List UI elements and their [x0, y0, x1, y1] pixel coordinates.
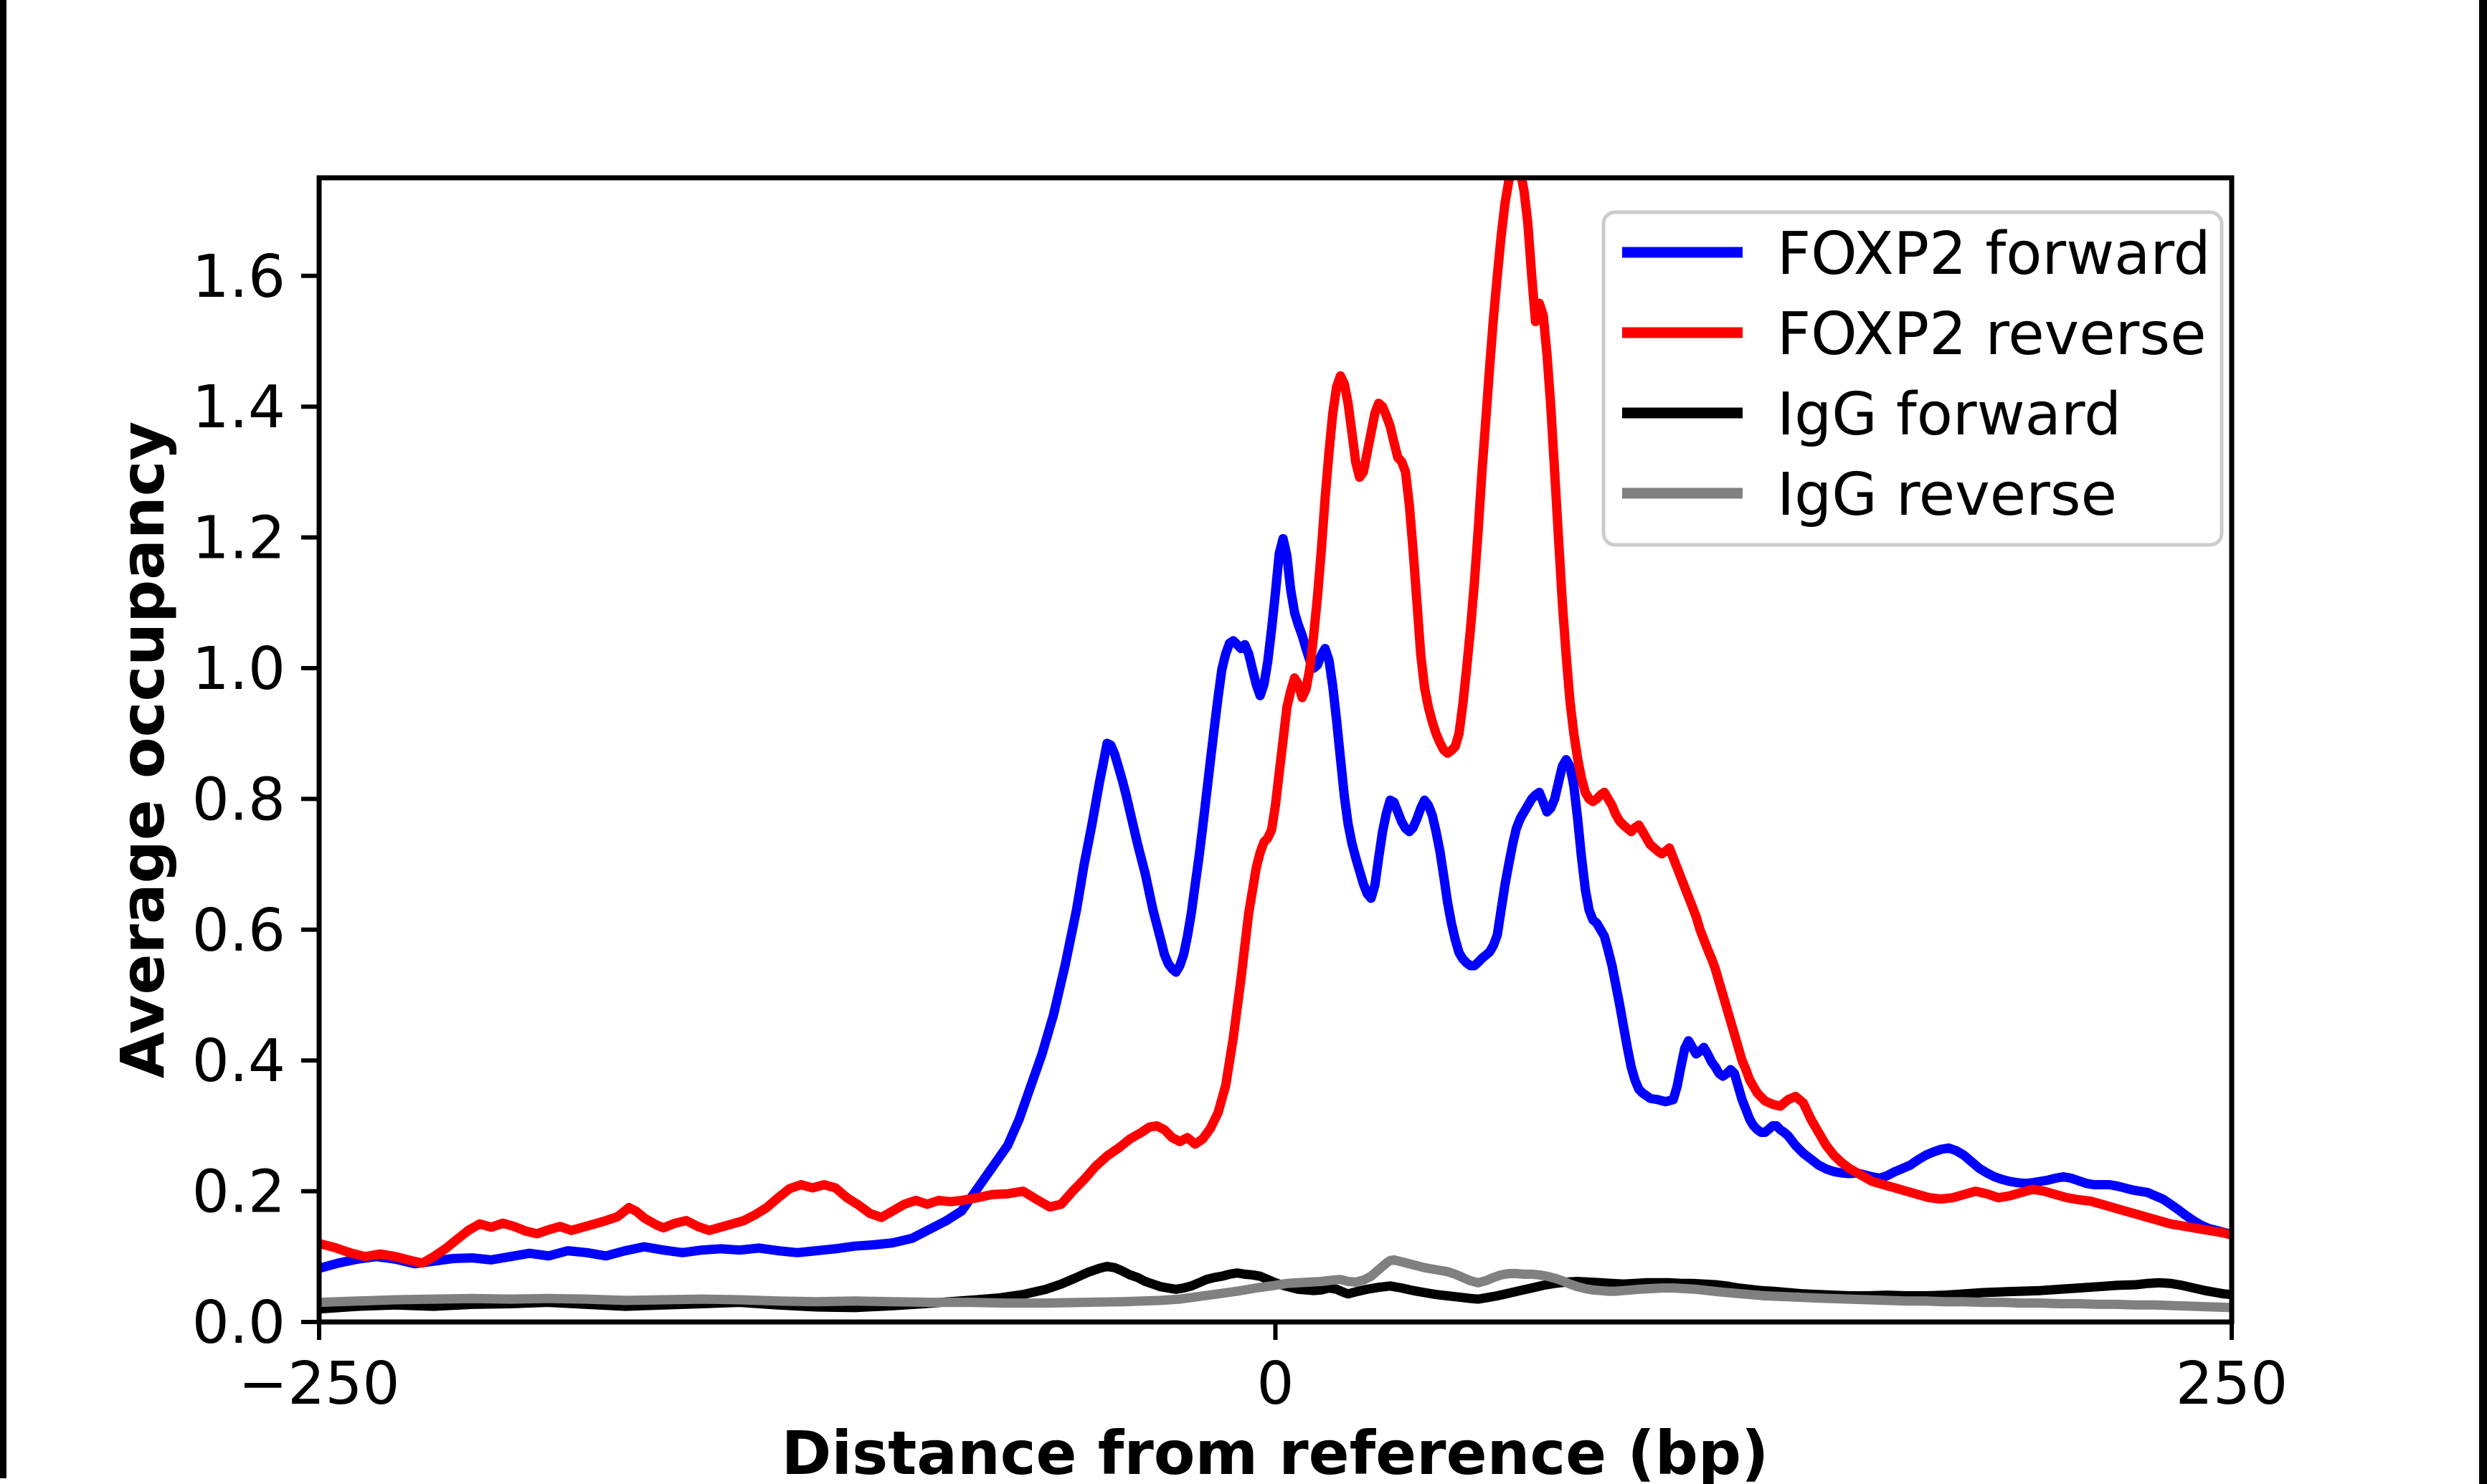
- legend-item: FOXP2 forward: [1622, 220, 2211, 288]
- legend-item: FOXP2 reverse: [1622, 300, 2207, 368]
- legend-item: IgG forward: [1622, 381, 2121, 449]
- series-line-foxp2-reverse: [319, 178, 2232, 1268]
- series-line-igg-reverse: [319, 1255, 2232, 1313]
- y-tick-label: 1.6: [192, 243, 285, 311]
- series-line-foxp2-forward: [319, 533, 2232, 1273]
- y-tick-label: 0.0: [192, 1289, 285, 1357]
- legend-item-label: FOXP2 reverse: [1777, 300, 2207, 368]
- y-tick-label: 0.2: [192, 1159, 285, 1227]
- x-tick-label: 0: [1256, 1350, 1294, 1418]
- y-tick-label: 0.4: [192, 1027, 285, 1095]
- y-tick-label: 1.4: [192, 374, 285, 442]
- legend: FOXP2 forward FOXP2 reverse IgG forward IgG…: [1601, 210, 2224, 547]
- y-tick-label: 1.2: [192, 505, 285, 573]
- y-tick-label: 1.0: [192, 635, 285, 703]
- x-tick-label: 250: [2176, 1350, 2288, 1418]
- plot-series: [319, 178, 2232, 1314]
- y-tick-label: 0.8: [192, 766, 285, 834]
- legend-item-label: FOXP2 forward: [1777, 220, 2211, 288]
- figure-border-left: [0, 0, 6, 1478]
- axis-ticks: 0.0 0.2 0.4 0.6 0.8 1.0 1.2 1.4 1.6 −250 0 250: [192, 243, 2288, 1418]
- plot-area: [316, 175, 2235, 1325]
- legend-box: [1601, 210, 2224, 547]
- legend-item-label: IgG reverse: [1777, 461, 2117, 529]
- series-line-igg-forward: [319, 1262, 2232, 1314]
- y-tick-label: 0.6: [192, 897, 285, 965]
- legend-item: IgG reverse: [1622, 461, 2117, 529]
- x-axis-label: Distance from reference (bp): [782, 1418, 1769, 1484]
- y-axis-label: Average occupancy: [108, 422, 178, 1078]
- x-tick-label: −250: [238, 1350, 399, 1418]
- legend-item-label: IgG forward: [1777, 381, 2121, 449]
- figure-border-right: [2479, 0, 2487, 1484]
